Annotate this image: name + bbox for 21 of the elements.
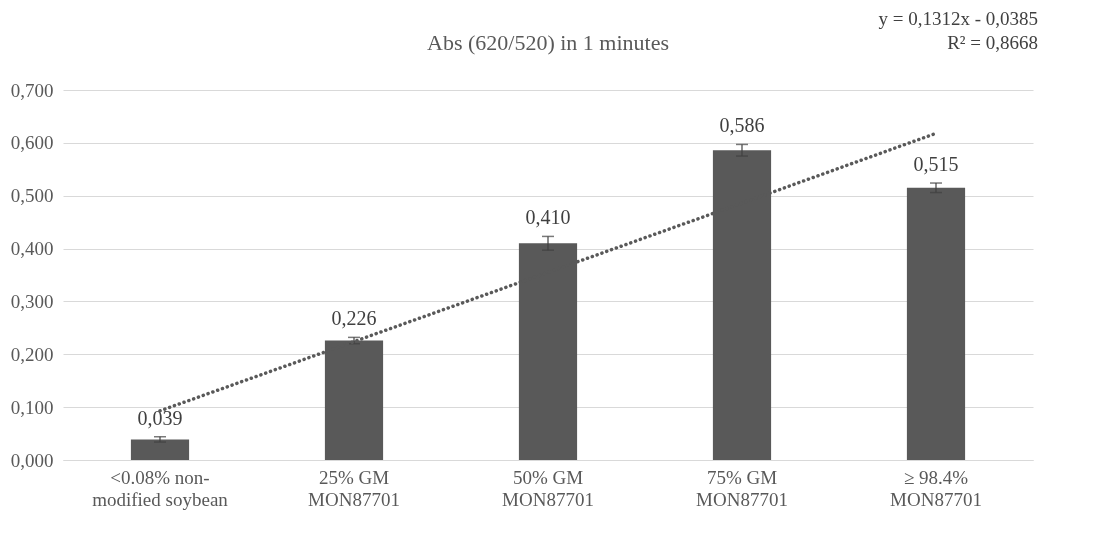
x-tick-label: 50% GM MON87701 (502, 466, 594, 510)
text: R² = 0,8668 (947, 32, 1038, 53)
data-label: 0,226 (331, 307, 377, 330)
y-tick-label: 0,300 (10, 290, 54, 312)
y-tick-label: 0,100 (10, 396, 54, 418)
data-label: 0,410 (525, 206, 571, 229)
data-label: 0,586 (719, 114, 765, 137)
data-label: 0,039 (137, 406, 183, 429)
x-tick-label: 75% GM MON87701 (696, 466, 788, 510)
y-tick-label: 0,400 (10, 238, 54, 260)
y-tick-label: 0,700 (10, 79, 54, 101)
data-label: 0,515 (913, 153, 959, 176)
x-tick-label: 25% GM MON87701 (308, 466, 400, 510)
y-tick-label: 0,500 (10, 185, 54, 207)
x-tick-label: ≥ 98.4% MON87701 (890, 466, 982, 510)
x-tick-label: <0.08% non- modified soybean (92, 466, 229, 510)
chart-title: Abs (620/520) in 1 minutes (427, 30, 669, 55)
y-tick-label: 0,200 (10, 343, 54, 365)
y-tick-label: 0,000 (10, 449, 54, 471)
y-tick-label: 0,600 (10, 132, 54, 154)
text: y = 0,1312x - 0,0385 (878, 8, 1038, 29)
